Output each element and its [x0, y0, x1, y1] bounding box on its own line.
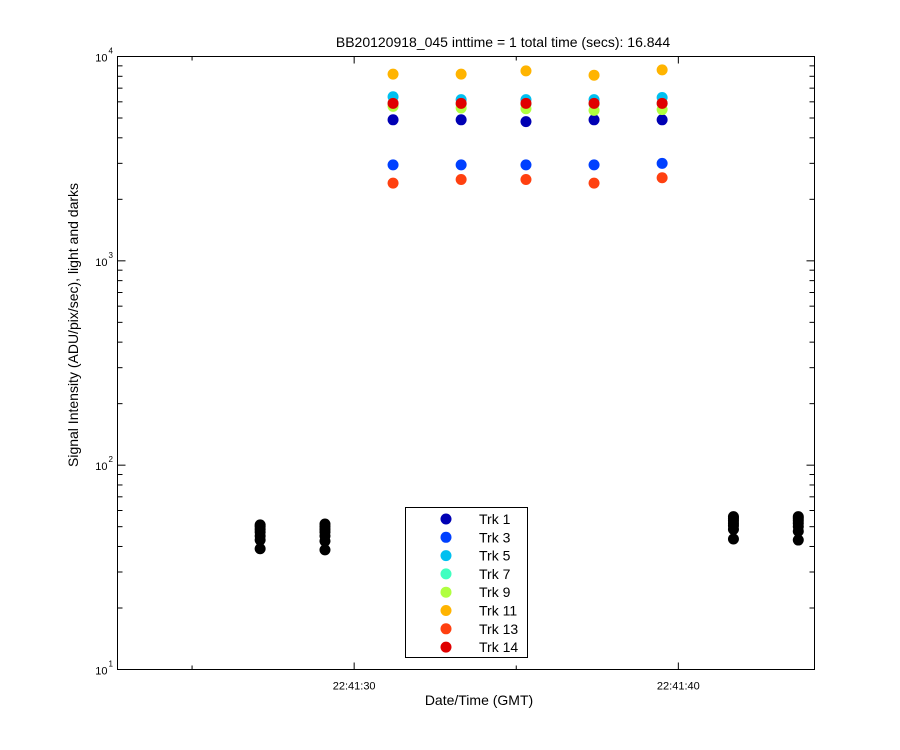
data-point-trk-3 — [589, 159, 600, 170]
data-point-trk-3 — [657, 158, 668, 169]
legend-label: Trk 5 — [479, 548, 511, 564]
legend-label: Trk 13 — [479, 621, 518, 637]
legend-marker — [441, 568, 452, 579]
data-point-trk-14 — [589, 98, 600, 109]
legend-marker — [441, 623, 452, 634]
data-point-trk-11 — [456, 69, 467, 80]
y-axis-label: Signal Intensity (ADU/pix/sec), light an… — [65, 183, 81, 467]
legend-label: Trk 7 — [479, 566, 511, 582]
data-point-trk-14 — [520, 98, 531, 109]
data-point-trk-11 — [589, 70, 600, 81]
data-point-trk-14 — [456, 98, 467, 109]
data-point-trk-1 — [589, 114, 600, 125]
dark-point — [728, 511, 739, 522]
x-tick-labels: 22:41:30 22:41:40 — [333, 681, 700, 693]
dark-point — [728, 534, 739, 545]
data-point-trk-13 — [456, 174, 467, 185]
data-point-trk-1 — [456, 114, 467, 125]
data-point-trk-13 — [657, 172, 668, 183]
scatter-chart: BB20120918_045 inttime = 1 total time (s… — [0, 0, 900, 750]
data-point-trk-3 — [456, 159, 467, 170]
data-point-trk-13 — [388, 178, 399, 189]
x-tick-label: 22:41:40 — [657, 681, 700, 693]
data-point-trk-1 — [388, 114, 399, 125]
legend-label: Trk 1 — [479, 511, 511, 527]
y-tick-label: 10 — [95, 53, 107, 65]
data-point-trk-11 — [388, 69, 399, 80]
data-point-trk-11 — [520, 65, 531, 76]
data-point-trk-1 — [520, 116, 531, 127]
data-point-trk-11 — [657, 64, 668, 75]
legend-label: Trk 9 — [479, 584, 511, 600]
y-tick-exponent: 2 — [109, 455, 114, 464]
y-tick-exponent: 4 — [109, 47, 114, 56]
dark-point — [319, 519, 330, 530]
data-point-trk-13 — [520, 174, 531, 185]
dark-point — [255, 519, 266, 530]
legend-label: Trk 14 — [479, 639, 518, 655]
dark-point — [793, 511, 804, 522]
legend-marker — [441, 587, 452, 598]
y-tick-label: 10 — [95, 257, 107, 269]
data-point-trk-13 — [589, 178, 600, 189]
legend-marker — [441, 550, 452, 561]
y-tick-exponent: 1 — [109, 660, 114, 669]
data-point-trk-1 — [657, 114, 668, 125]
data-point-trk-14 — [657, 98, 668, 109]
data-point-trk-3 — [388, 159, 399, 170]
legend-label: Trk 11 — [479, 603, 517, 619]
data-point-trk-14 — [388, 98, 399, 109]
y-tick-label: 10 — [95, 666, 107, 678]
legend-marker — [441, 642, 452, 653]
legend: Trk 1 Trk 3 Trk 5 Trk 7 Trk 9 Trk 11 Trk 13 Trk… — [406, 508, 528, 658]
y-tick-label: 10 — [95, 461, 107, 473]
x-tick-label: 22:41:30 — [333, 681, 376, 693]
y-tick-exponent: 3 — [109, 251, 114, 260]
legend-marker — [441, 605, 452, 616]
legend-label: Trk 3 — [479, 529, 511, 545]
chart-title: BB20120918_045 inttime = 1 total time (s… — [336, 34, 670, 50]
legend-marker — [441, 514, 452, 525]
x-axis-label: Date/Time (GMT) — [425, 692, 533, 708]
legend-marker — [441, 532, 452, 543]
data-point-trk-3 — [520, 159, 531, 170]
